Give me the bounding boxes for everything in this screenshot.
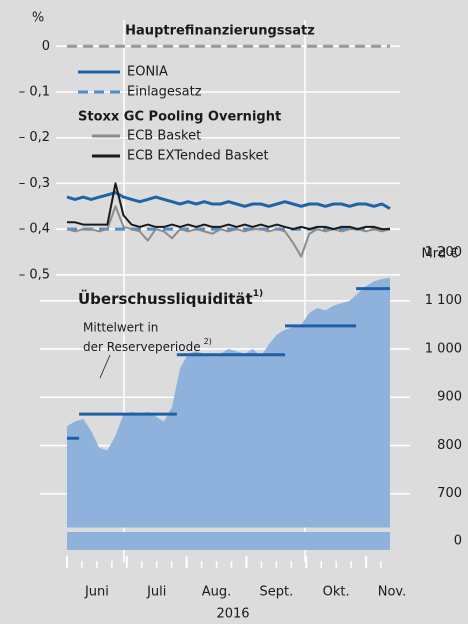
y2-tick-label: 800 xyxy=(437,438,462,453)
annotation-text: der Reserveperiode xyxy=(83,340,201,354)
legend-label: Einlagesatz xyxy=(127,85,202,100)
area xyxy=(67,277,390,528)
x-tick-label: Juni xyxy=(84,585,109,600)
annotation: der Reserveperiode 2) xyxy=(83,337,212,354)
y-tick-label: – 0,4 xyxy=(19,222,50,237)
area-title-text: Überschussliquidität xyxy=(78,289,253,308)
series-line xyxy=(66,205,391,258)
legend-label: EONIA xyxy=(127,65,168,80)
plot: 0 – 0,1 – 0,2 – 0,3 – 0,4 – 0,5 1 200 1 100 1 00… xyxy=(19,39,462,600)
y2-tick-label: 1 200 xyxy=(425,245,462,260)
series-line xyxy=(66,191,391,210)
x-tick-label: Juli xyxy=(146,585,166,600)
x-axis-label: 2016 xyxy=(216,607,249,622)
y-axis-label: % xyxy=(32,11,44,26)
series-line xyxy=(67,182,390,231)
legend-label: ECB Basket xyxy=(127,129,201,144)
x-tick-label: Aug. xyxy=(202,585,232,600)
y2-tick-label: 1 100 xyxy=(425,293,462,308)
annotation: Mittelwert in xyxy=(83,321,158,335)
x-tick-label: Sept. xyxy=(259,585,293,600)
y2-tick-label: 700 xyxy=(437,486,462,501)
chart-title: Hauptrefinanzierungssatz xyxy=(125,24,315,39)
y-tick-label: 0 xyxy=(42,39,50,54)
title-note: 1) xyxy=(253,289,263,299)
area-title: Überschussliquidität1) xyxy=(78,289,263,308)
y2-axis-label: Mrd € xyxy=(422,247,459,262)
y2-tick-label: 0 xyxy=(454,534,462,549)
y-tick-label: – 0,1 xyxy=(19,85,50,100)
y-tick-label: – 0,2 xyxy=(19,130,50,145)
leader-line xyxy=(99,354,111,379)
x-tick-label: Nov. xyxy=(378,585,407,600)
legend-label: ECB EXTended Basket xyxy=(127,149,269,164)
y-tick-label: – 0,3 xyxy=(19,176,50,191)
axis-break xyxy=(67,532,390,550)
y2-tick-label: 1 000 xyxy=(425,341,462,356)
x-tick-label: Okt. xyxy=(323,585,350,600)
annotation-note: 2) xyxy=(204,337,212,346)
y-tick-label: – 0,5 xyxy=(19,267,50,282)
legend-group: Stoxx GC Pooling Overnight xyxy=(78,110,281,125)
y2-tick-label: 900 xyxy=(437,390,462,405)
